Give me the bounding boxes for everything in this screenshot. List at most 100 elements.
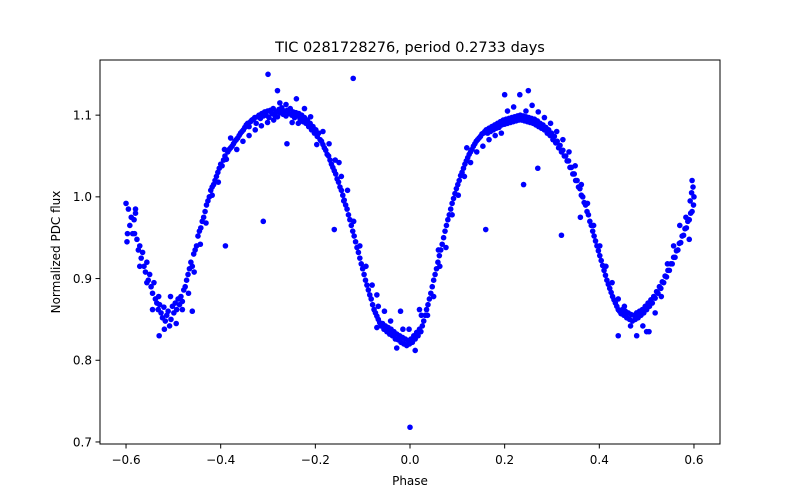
data-point: [260, 218, 267, 225]
data-point: [127, 222, 133, 229]
data-point: [358, 261, 365, 267]
data-point: [663, 274, 670, 280]
data-point: [215, 179, 222, 185]
data-point: [151, 279, 157, 286]
data-point: [627, 323, 634, 329]
data-point: [165, 308, 171, 315]
data-point: [183, 277, 190, 283]
data-point: [415, 332, 421, 339]
data-point: [560, 136, 566, 143]
data-point: [449, 212, 455, 218]
data-point: [265, 71, 271, 78]
data-point: [473, 149, 480, 155]
data-point: [520, 181, 527, 188]
data-point: [307, 113, 314, 120]
x-tick-label: −0.2: [301, 453, 330, 467]
data-point: [689, 177, 695, 184]
data-point: [136, 263, 143, 270]
data-point: [633, 332, 640, 339]
data-point: [430, 293, 437, 300]
data-point: [125, 206, 132, 212]
data-point: [551, 133, 558, 140]
data-point: [443, 244, 449, 251]
data-point: [424, 312, 431, 319]
data-point: [233, 146, 240, 153]
data-point: [227, 135, 234, 141]
data-point: [437, 263, 443, 270]
data-point: [558, 232, 565, 239]
x-tick-label: 0.6: [684, 453, 703, 467]
data-point: [222, 243, 229, 249]
data-point: [589, 228, 596, 234]
data-point: [200, 214, 207, 221]
data-point: [179, 306, 186, 313]
data-point: [572, 163, 578, 169]
data-point: [149, 306, 156, 313]
data-point: [156, 332, 162, 339]
data-point: [658, 293, 665, 300]
data-point: [574, 177, 580, 184]
data-point: [541, 114, 548, 121]
data-point: [419, 323, 426, 329]
data-point: [439, 241, 445, 248]
data-point: [264, 119, 271, 126]
chart-title: TIC 0281728276, period 0.2733 days: [274, 40, 545, 56]
y-tick-label: 1.1: [73, 108, 92, 122]
data-point: [335, 179, 342, 185]
data-point: [455, 192, 462, 199]
data-point: [219, 163, 225, 169]
data-point: [173, 306, 180, 313]
data-point: [332, 171, 339, 177]
data-point: [652, 310, 658, 316]
data-point: [425, 301, 431, 308]
data-point: [578, 181, 585, 188]
data-point: [362, 277, 369, 283]
data-point: [179, 298, 186, 305]
data-point: [442, 228, 448, 234]
data-point: [482, 226, 489, 233]
data-point: [166, 323, 173, 329]
data-point: [132, 210, 139, 216]
data-point: [677, 239, 684, 246]
data-point: [138, 255, 144, 261]
data-point: [577, 214, 584, 221]
data-point: [534, 165, 541, 172]
data-point: [579, 194, 586, 200]
data-point: [393, 345, 400, 351]
data-point: [148, 283, 154, 290]
data-point: [652, 295, 658, 301]
data-point: [155, 293, 162, 300]
data-point: [603, 263, 609, 270]
data-point: [368, 296, 374, 302]
data-point: [374, 292, 380, 298]
data-point: [320, 128, 326, 135]
data-point: [669, 261, 675, 267]
data-point: [686, 236, 693, 243]
data-point: [124, 238, 130, 245]
data-point: [666, 267, 673, 274]
data-point: [523, 108, 529, 114]
data-point: [590, 222, 597, 229]
data-point: [144, 279, 150, 286]
data-point: [585, 212, 592, 218]
data-point: [467, 159, 474, 166]
data-point: [440, 234, 447, 241]
data-point: [189, 263, 196, 270]
data-point: [596, 243, 603, 249]
data-point: [221, 146, 228, 153]
data-point: [139, 249, 146, 256]
data-point: [436, 252, 443, 259]
data-point: [407, 424, 413, 431]
data-point: [560, 147, 566, 154]
y-tick-label: 0.8: [73, 354, 92, 368]
data-point: [274, 113, 281, 120]
data-point: [426, 296, 433, 302]
data-point: [430, 277, 437, 283]
data-point: [443, 222, 450, 229]
data-point: [535, 109, 542, 115]
data-point: [185, 290, 192, 297]
data-point: [672, 254, 678, 261]
x-tick-label: 0.4: [590, 453, 609, 467]
data-point: [182, 283, 188, 290]
